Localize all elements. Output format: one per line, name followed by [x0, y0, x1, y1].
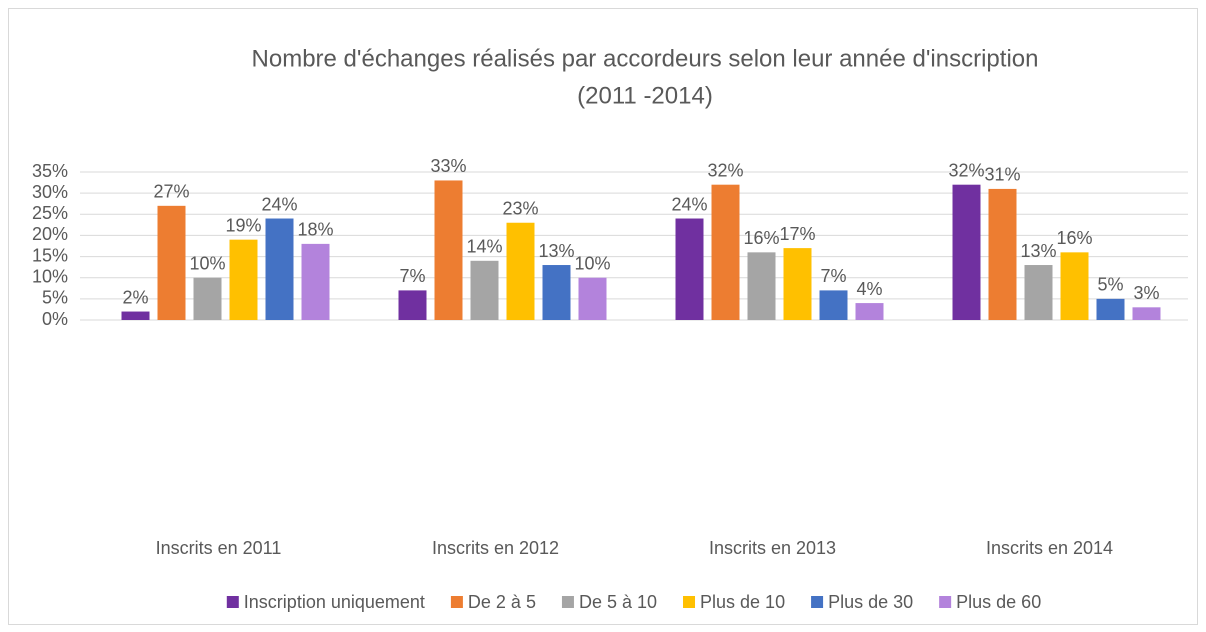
bar [193, 277, 222, 320]
bar [1024, 265, 1053, 320]
legend-label: De 2 à 5 [468, 592, 536, 612]
bar [157, 205, 186, 320]
data-label: 19% [225, 215, 261, 235]
legend-label: Plus de 10 [700, 592, 785, 612]
bar [301, 243, 330, 320]
bar [675, 218, 704, 320]
data-label: 31% [984, 165, 1020, 185]
x-tick-label: Inscrits en 2014 [986, 538, 1113, 558]
data-label: 16% [1056, 228, 1092, 248]
bar [265, 218, 294, 320]
x-tick-label: Inscrits en 2013 [709, 538, 836, 558]
legend-swatch [561, 596, 574, 608]
x-tick-label: Inscrits en 2011 [156, 538, 282, 558]
bar [711, 184, 740, 320]
data-label: 10% [189, 253, 225, 273]
chart-title: (2011 -2014) [577, 82, 713, 109]
y-tick-label: 30% [32, 182, 68, 202]
bar [1132, 307, 1161, 320]
legend-label: Plus de 30 [828, 592, 913, 612]
bar [988, 188, 1017, 320]
legend-label: Inscription uniquement [244, 592, 425, 612]
data-label: 32% [948, 160, 984, 180]
y-tick-label: 35% [32, 161, 68, 181]
legend-swatch [226, 596, 239, 608]
data-label: 24% [671, 194, 707, 214]
bar [952, 184, 981, 320]
bar [506, 222, 535, 320]
data-label: 7% [399, 266, 425, 286]
data-label: 5% [1097, 275, 1123, 295]
bar [783, 248, 812, 320]
data-label: 17% [779, 224, 815, 244]
y-tick-label: 0% [42, 309, 68, 329]
data-label: 14% [466, 237, 502, 257]
legend-swatch [683, 596, 696, 608]
bar [855, 303, 884, 320]
data-label: 10% [574, 253, 610, 273]
data-label: 32% [707, 160, 743, 180]
bar [398, 290, 427, 320]
data-label: 13% [1020, 241, 1056, 261]
legend: Inscription uniquement De 2 à 5 De 5 à 10 P… [226, 592, 1041, 612]
y-tick-label: 10% [32, 266, 68, 286]
chart-title: Nombre d'échanges réalisés par accordeur… [252, 45, 1039, 72]
data-label: 2% [122, 287, 148, 307]
bar [578, 277, 607, 320]
data-label: 13% [538, 241, 574, 261]
bar [121, 311, 150, 320]
data-label: 16% [743, 228, 779, 248]
bar [819, 290, 848, 320]
bar [1060, 252, 1089, 320]
legend-swatch [939, 596, 952, 608]
bar [1096, 298, 1125, 320]
data-label: 27% [153, 182, 189, 202]
x-tick-label: Inscrits en 2012 [432, 538, 559, 558]
y-tick-label: 5% [42, 288, 68, 308]
bar [542, 265, 571, 320]
legend-label: Plus de 60 [956, 592, 1041, 612]
legend-swatch [450, 596, 463, 608]
data-label: 24% [261, 194, 297, 214]
data-label: 7% [820, 266, 846, 286]
y-tick-label: 15% [32, 245, 68, 265]
legend-label: De 5 à 10 [579, 592, 657, 612]
data-label: 33% [430, 156, 466, 176]
legend-swatch [811, 596, 824, 608]
data-label: 3% [1133, 283, 1159, 303]
data-label: 4% [856, 279, 882, 299]
y-tick-label: 20% [32, 224, 68, 244]
bar [470, 260, 499, 320]
y-tick-label: 25% [32, 203, 68, 223]
bar [434, 180, 463, 320]
data-label: 18% [297, 220, 333, 240]
data-label: 23% [502, 198, 538, 218]
bar [747, 252, 776, 320]
bar [229, 239, 258, 320]
